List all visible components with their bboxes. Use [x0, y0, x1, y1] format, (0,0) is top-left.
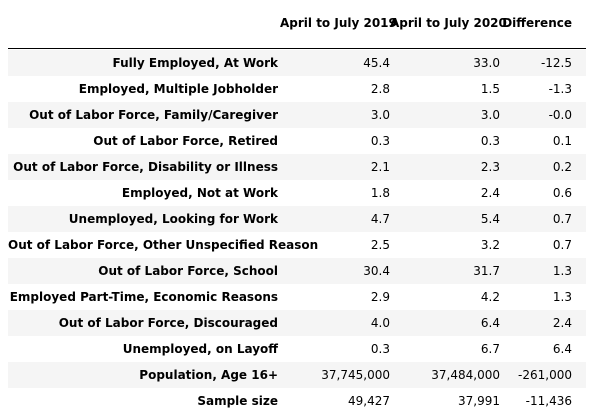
table-cell: 2.8: [370, 82, 390, 96]
row-stripe: [8, 50, 586, 76]
table-cell: 6.7: [480, 342, 500, 356]
table-cell: 4.0: [370, 316, 390, 330]
row-label: Out of Labor Force, Family/Caregiver: [29, 108, 278, 122]
table-cell: 37,484,000: [431, 368, 500, 382]
column-header: April to July 2019: [280, 16, 397, 30]
row-stripe: [8, 310, 586, 336]
table-cell: 45.4: [363, 56, 390, 70]
table-cell: 49,427: [348, 394, 390, 408]
table-cell: 0.3: [370, 342, 390, 356]
row-label: Out of Labor Force, Disability or Illnes…: [13, 160, 278, 174]
table-cell: 0.7: [552, 212, 572, 226]
table-cell: 0.7: [552, 238, 572, 252]
row-label: Population, Age 16+: [139, 368, 278, 382]
row-label: Unemployed, Looking for Work: [68, 212, 278, 226]
table-cell: 1.5: [480, 82, 500, 96]
table-cell: 2.3: [480, 160, 500, 174]
table-cell: 2.4: [480, 186, 500, 200]
row-label: Sample size: [197, 394, 278, 408]
table-cell: 2.9: [370, 290, 390, 304]
table-cell: 37,991: [458, 394, 500, 408]
table-cell: 6.4: [480, 316, 500, 330]
table-cell: 4.7: [370, 212, 390, 226]
header-rule: [8, 48, 586, 49]
table-cell: 4.2: [480, 290, 500, 304]
row-label: Out of Labor Force, Discouraged: [58, 316, 278, 330]
table-cell: 1.3: [552, 264, 572, 278]
table-cell: 33.0: [473, 56, 500, 70]
row-stripe: [8, 258, 586, 284]
table-cell: -12.5: [540, 56, 572, 70]
table-cell: 3.0: [480, 108, 500, 122]
table-cell: -0.0: [548, 108, 572, 122]
table-cell: 0.3: [370, 134, 390, 148]
table-cell: 5.4: [480, 212, 500, 226]
table-cell: 2.5: [370, 238, 390, 252]
table-cell: -1.3: [548, 82, 572, 96]
row-label: Employed Part-Time, Economic Reasons: [9, 290, 278, 304]
row-stripe: [8, 154, 586, 180]
table-cell: 0.2: [552, 160, 572, 174]
row-stripe: [8, 206, 586, 232]
row-label: Employed, Multiple Jobholder: [78, 82, 278, 96]
row-stripe: [8, 362, 586, 388]
table-cell: 3.0: [370, 108, 390, 122]
table-cell: 2.4: [552, 316, 572, 330]
row-stripe: [8, 102, 586, 128]
row-label: Out of Labor Force, School: [98, 264, 278, 278]
column-header: Difference: [502, 16, 572, 30]
table-cell: 31.7: [473, 264, 500, 278]
table-cell: 1.3: [552, 290, 572, 304]
table-cell: 37,745,000: [321, 368, 390, 382]
table-cell: -261,000: [518, 368, 572, 382]
table-cell: 3.2: [480, 238, 500, 252]
table-cell: 30.4: [363, 264, 390, 278]
table-cell: 1.8: [370, 186, 390, 200]
table-cell: -11,436: [525, 394, 572, 408]
row-label: Employed, Not at Work: [121, 186, 278, 200]
table-cell: 0.3: [480, 134, 500, 148]
table-cell: 0.6: [552, 186, 572, 200]
table-cell: 6.4: [552, 342, 572, 356]
row-label: Out of Labor Force, Other Unspecified Re…: [8, 238, 319, 252]
table-cell: 0.1: [552, 134, 572, 148]
column-header: April to July 2020: [390, 16, 507, 30]
row-label: Out of Labor Force, Retired: [93, 134, 278, 148]
row-label: Unemployed, on Layoff: [122, 342, 278, 356]
table-cell: 2.1: [370, 160, 390, 174]
row-label: Fully Employed, At Work: [112, 56, 278, 70]
